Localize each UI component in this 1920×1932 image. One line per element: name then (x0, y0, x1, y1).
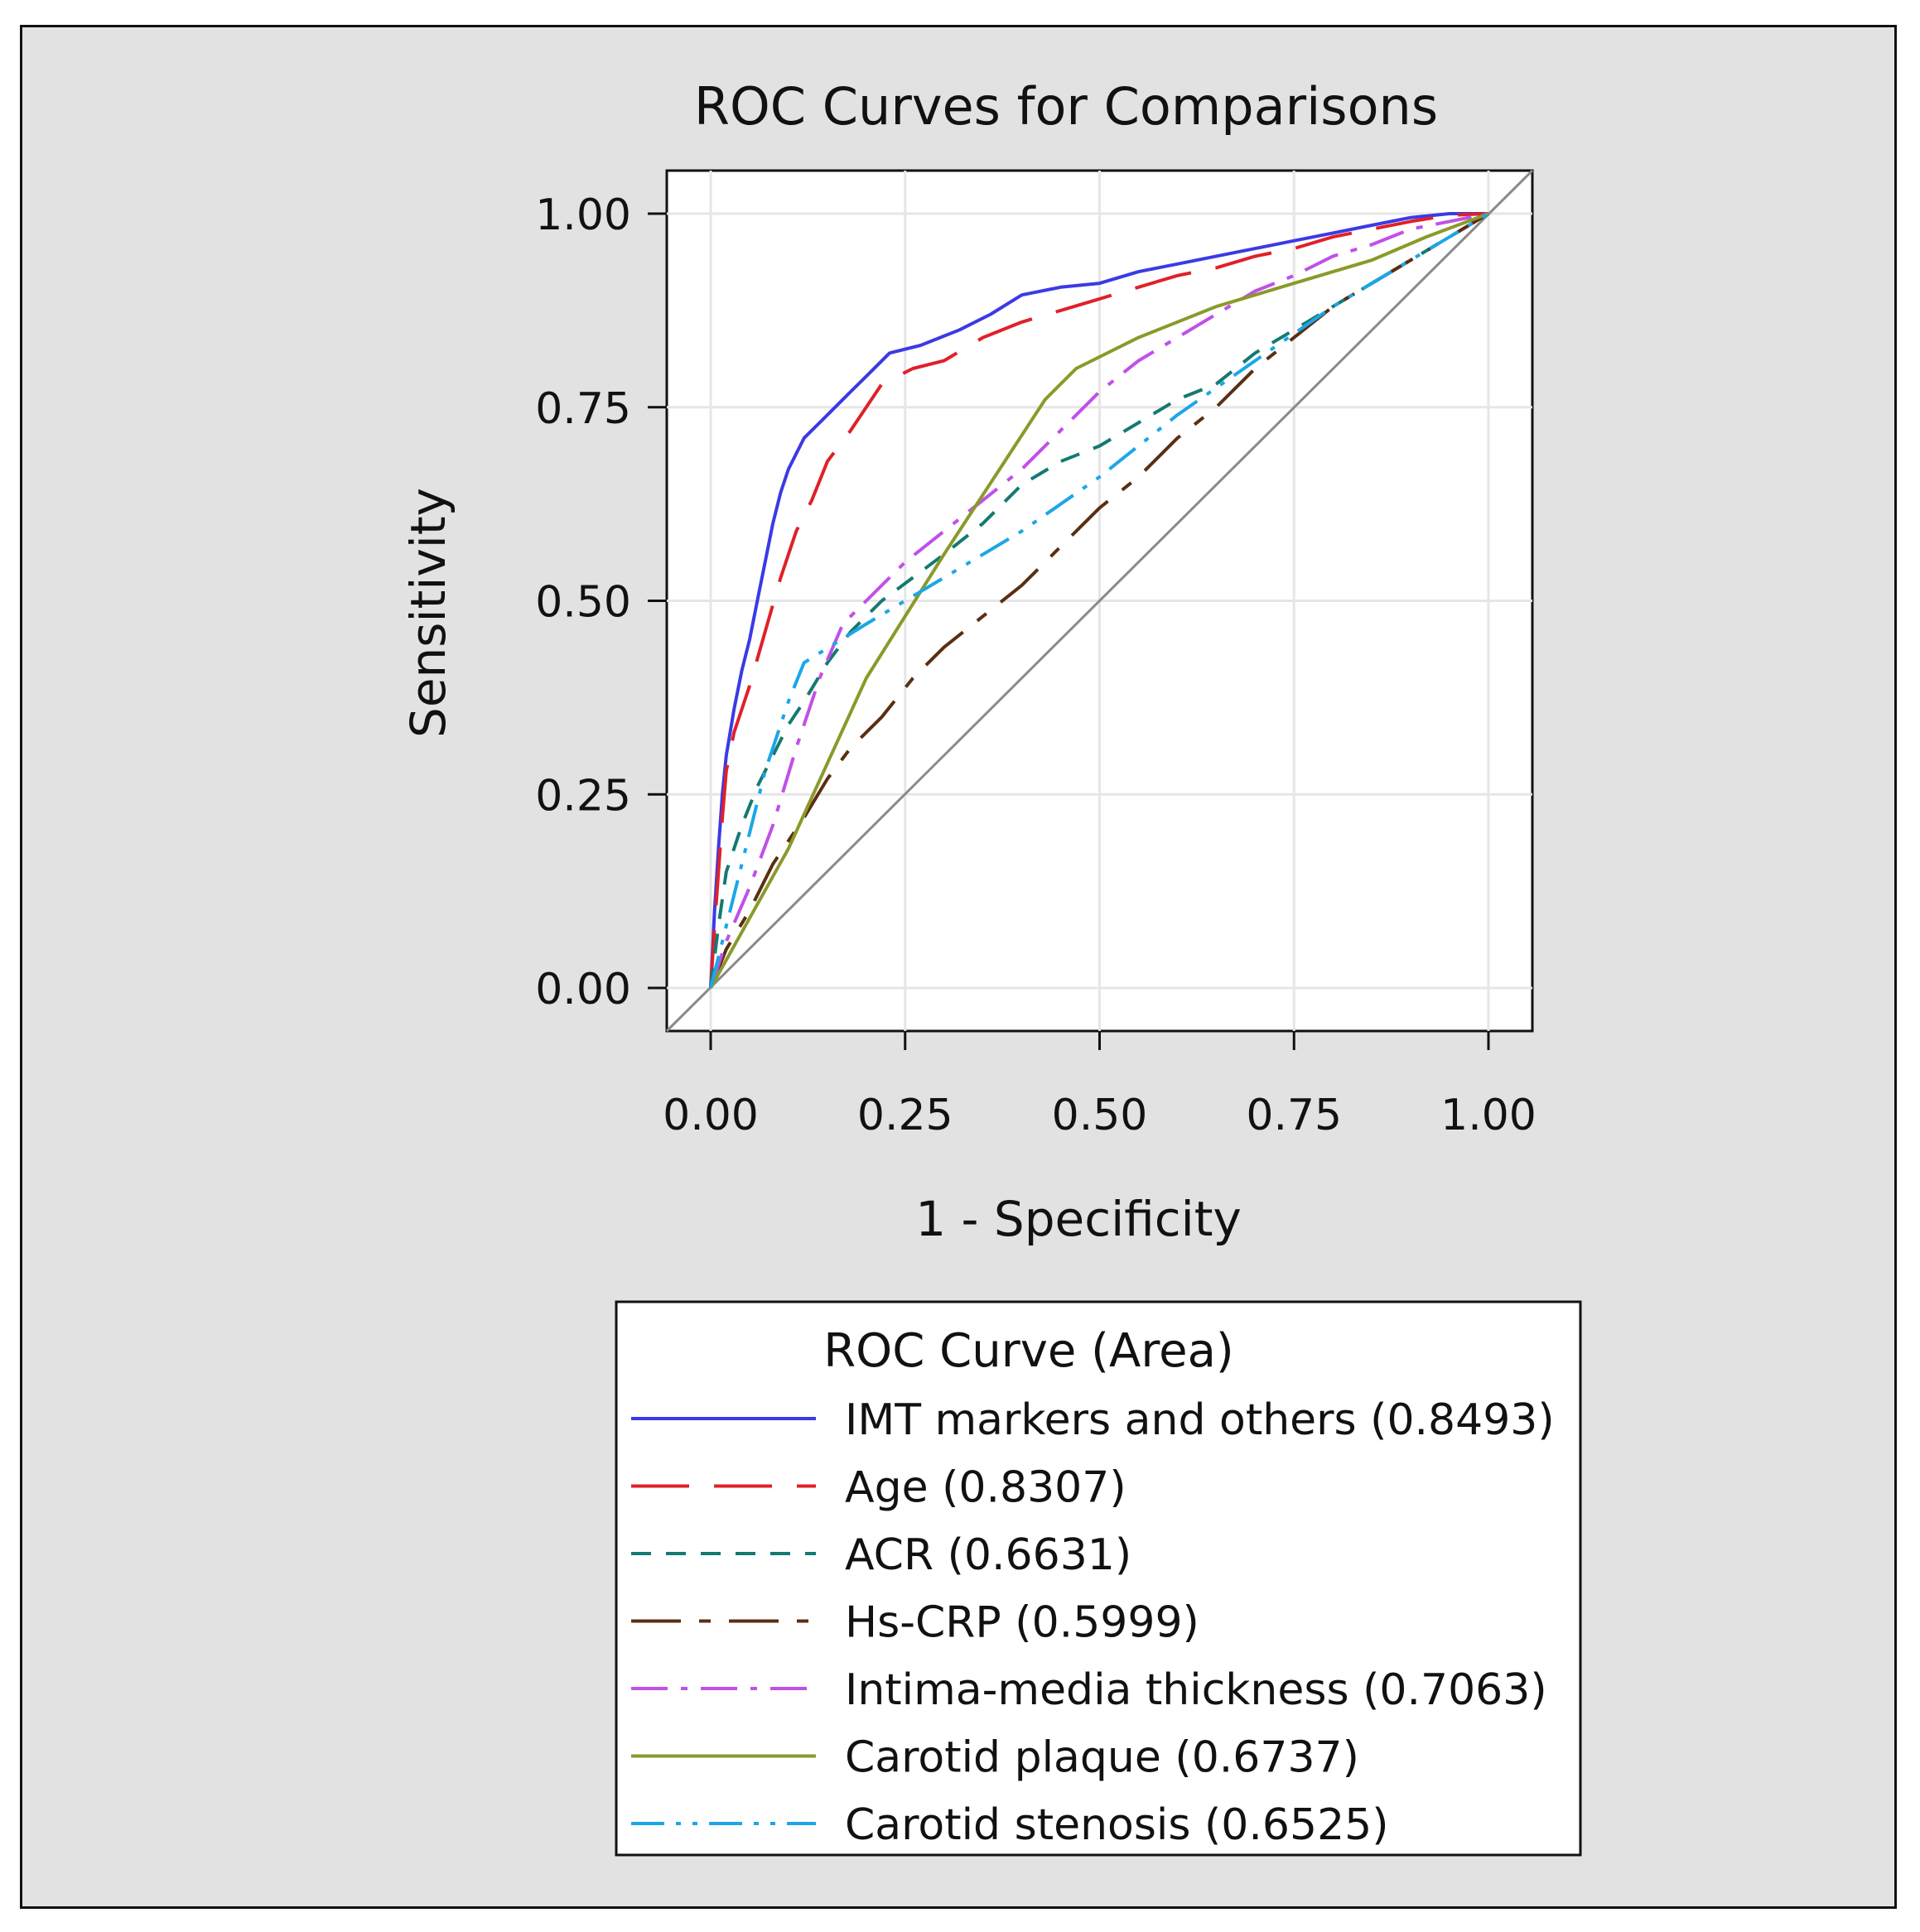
y-tick-label: 1.00 (535, 190, 631, 240)
chart-title: ROC Curves for Comparisons (694, 76, 1438, 137)
legend-series-name: IMT markers and others (845, 1395, 1370, 1445)
roc-curve-series-5 (709, 212, 1489, 989)
legend-series-area: (0.6525) (1204, 1800, 1389, 1850)
legend-entry-label: Age (0.8307) (845, 1463, 1126, 1513)
y-axis: 0.00 0.25 0.50 0.75 1.00 (535, 190, 667, 1014)
roc-curves (709, 212, 1490, 989)
legend-series-area: (0.8493) (1370, 1395, 1555, 1445)
reference-diagonal-line (665, 169, 1534, 1033)
legend-entry-label: Hs-CRP (0.5999) (845, 1598, 1199, 1648)
plot-area (665, 169, 1534, 1033)
x-tick-label: 0.75 (1246, 1091, 1342, 1140)
legend-items: IMT markers and others (0.8493) Age (0.83… (631, 1395, 1555, 1850)
legend: ROC Curve (Area) IMT markers and others … (615, 1300, 1582, 1857)
grid-lines (667, 171, 1532, 1031)
x-axis: 0.00 0.25 0.50 0.75 1.00 (663, 1031, 1536, 1140)
legend-entry-label: ACR (0.6631) (845, 1530, 1131, 1580)
legend-series-name: Age (845, 1463, 942, 1513)
y-tick-label: 0.50 (535, 578, 631, 628)
legend-box (615, 1300, 1582, 1857)
x-tick-label: 0.00 (663, 1091, 759, 1140)
legend-title: ROC Curve (Area) (823, 1324, 1233, 1378)
legend-entry-label: Carotid plaque (0.6737) (845, 1733, 1359, 1783)
roc-curve-series-2 (709, 212, 1489, 989)
x-tick-label: 0.25 (857, 1091, 953, 1140)
y-tick-label: 0.25 (535, 771, 631, 821)
legend-series-name: Hs-CRP (845, 1598, 1015, 1648)
legend-series-name: ACR (845, 1530, 948, 1580)
y-tick-label: 0.00 (535, 965, 631, 1014)
legend-series-area: (0.5999) (1015, 1598, 1199, 1648)
legend-series-area: (0.6737) (1175, 1733, 1359, 1783)
x-tick-label: 0.50 (1052, 1091, 1148, 1140)
roc-curve-series-7 (709, 212, 1490, 989)
y-tick-label: 0.75 (535, 384, 631, 434)
x-axis-label: 1 - Specificity (915, 1191, 1242, 1247)
legend-entry-label: Intima-media thickness (0.7063) (845, 1665, 1547, 1715)
legend-series-name: Intima-media thickness (845, 1665, 1363, 1715)
legend-series-name: Carotid plaque (845, 1733, 1175, 1783)
legend-series-name: Carotid stenosis (845, 1800, 1204, 1850)
y-axis-label: Sensitivity (400, 488, 456, 738)
legend-series-area: (0.8307) (942, 1463, 1126, 1513)
legend-entry-label: IMT markers and others (0.8493) (845, 1395, 1555, 1445)
legend-series-area: (0.7063) (1363, 1665, 1547, 1715)
roc-curve-series-6 (709, 212, 1489, 989)
legend-series-area: (0.6631) (948, 1530, 1132, 1580)
roc-curve-series-1 (709, 212, 1488, 989)
x-tick-label: 1.00 (1440, 1091, 1536, 1140)
legend-entry-label: Carotid stenosis (0.6525) (845, 1800, 1389, 1850)
